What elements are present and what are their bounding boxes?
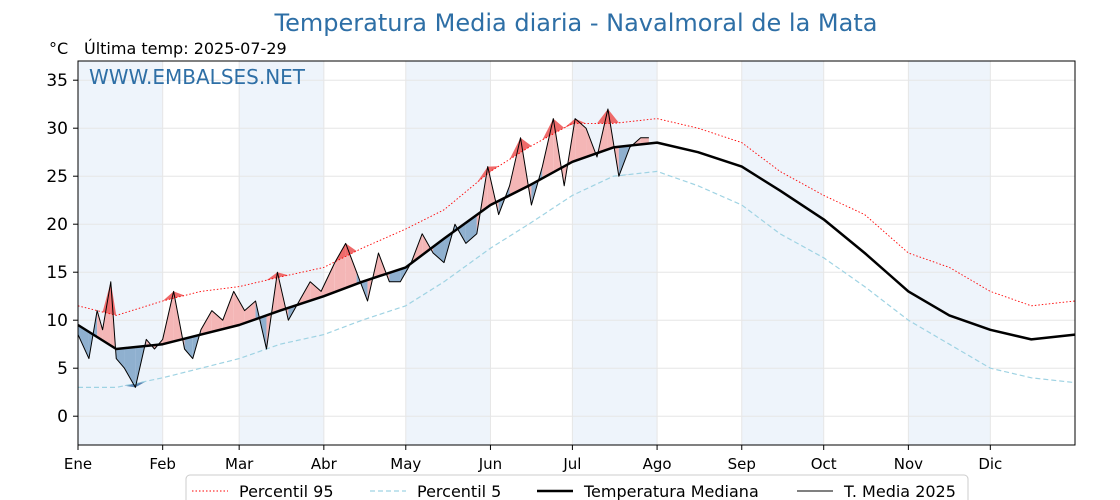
- fill-below-median: [78, 325, 89, 359]
- x-tick-label: Dic: [978, 455, 1002, 473]
- y-axis: 0 5 10 15 20 25 30 35: [46, 71, 78, 427]
- month-band: [908, 61, 991, 445]
- series-line-media-2025: [77, 108, 649, 388]
- fill-below-median: [124, 347, 136, 388]
- fill-above-p95: [345, 243, 357, 257]
- fill-above-p95: [266, 272, 278, 281]
- y-tick-label: 25: [46, 167, 68, 187]
- fill-above-p95: [173, 291, 185, 299]
- watermark: WWW.EMBALSES.NET: [89, 65, 306, 89]
- y-tick-label: 5: [57, 359, 68, 379]
- x-tick-label: May: [390, 455, 421, 473]
- legend-label: Percentil 95: [239, 482, 334, 500]
- month-band: [741, 61, 824, 445]
- y-tick-label: 30: [46, 119, 68, 139]
- legend-label: T. Media 2025: [843, 482, 956, 500]
- x-tick-label: Feb: [149, 455, 176, 473]
- x-tick-label: Nov: [894, 455, 923, 473]
- series-line-mediana: [77, 141, 1076, 351]
- x-tick-label: Oct: [811, 455, 837, 473]
- legend-label: Temperatura Mediana: [583, 482, 759, 500]
- fill-above-p95: [162, 291, 174, 301]
- fill-above-median: [211, 310, 223, 332]
- x-tick-label: Ene: [64, 455, 92, 473]
- x-tick-label: Abr: [311, 455, 338, 473]
- x-tick-label: Jun: [478, 455, 502, 473]
- fill-above-p95: [102, 281, 111, 315]
- month-band: [572, 61, 658, 445]
- y-tick-label: 35: [46, 71, 68, 91]
- fill-above-p95: [542, 118, 554, 140]
- x-tick-label: Mar: [225, 455, 254, 473]
- chart-title: Temperatura Media diaria - Navalmoral de…: [274, 9, 878, 37]
- fill-above-p95: [277, 272, 289, 278]
- series-line-percentil-5: [78, 170, 1076, 388]
- fill-below-median: [184, 336, 193, 359]
- fill-below-median: [116, 348, 125, 369]
- y-tick-label: 15: [46, 263, 68, 283]
- x-tick-label: Ago: [643, 455, 672, 473]
- fill-above-p95: [607, 109, 619, 124]
- fill-above-median: [575, 118, 587, 161]
- y-unit-label: °C: [49, 39, 68, 58]
- fill-above-median: [310, 281, 322, 301]
- y-tick-label: 20: [46, 215, 68, 235]
- series-lines: [77, 108, 1076, 388]
- x-tick-label: Jul: [562, 455, 581, 473]
- fill-above-median: [321, 262, 335, 298]
- fill-below-p5: [135, 381, 147, 388]
- fill-below-p5: [124, 383, 136, 388]
- y-tick-label: 0: [57, 407, 68, 427]
- last-temp-label: Última temp: 2025-07-29: [84, 39, 287, 58]
- fill-above-p95: [476, 166, 488, 183]
- plot-frame: [77, 60, 1076, 446]
- y-tick-label: 10: [46, 311, 68, 331]
- fill-above-median: [222, 291, 234, 330]
- fill-above-median: [97, 310, 103, 341]
- fill-above-p95: [509, 137, 521, 160]
- legend: Percentil 95 Percentil 5 Temperatura Media…: [185, 474, 969, 500]
- fill-above-median: [244, 301, 256, 324]
- month-band: [78, 61, 163, 445]
- legend-label: Percentil 5: [417, 482, 501, 500]
- month-bands: [78, 61, 991, 445]
- x-axis: Ene Feb Mar Abr May Jun Jul Ago Sep Oct Nov Dic: [64, 445, 1002, 473]
- fill-above-median: [200, 310, 212, 335]
- fill-below-median: [433, 238, 445, 263]
- anomaly-fills: [78, 109, 649, 388]
- fill-above-p95: [520, 137, 532, 153]
- legend-box: [185, 474, 969, 500]
- fill-above-median: [233, 291, 245, 327]
- fill-above-p95: [564, 118, 576, 128]
- fill-above-p95: [575, 118, 587, 124]
- fill-above-p95: [553, 118, 565, 134]
- x-tick-label: Sep: [728, 455, 756, 473]
- month-band: [239, 61, 324, 445]
